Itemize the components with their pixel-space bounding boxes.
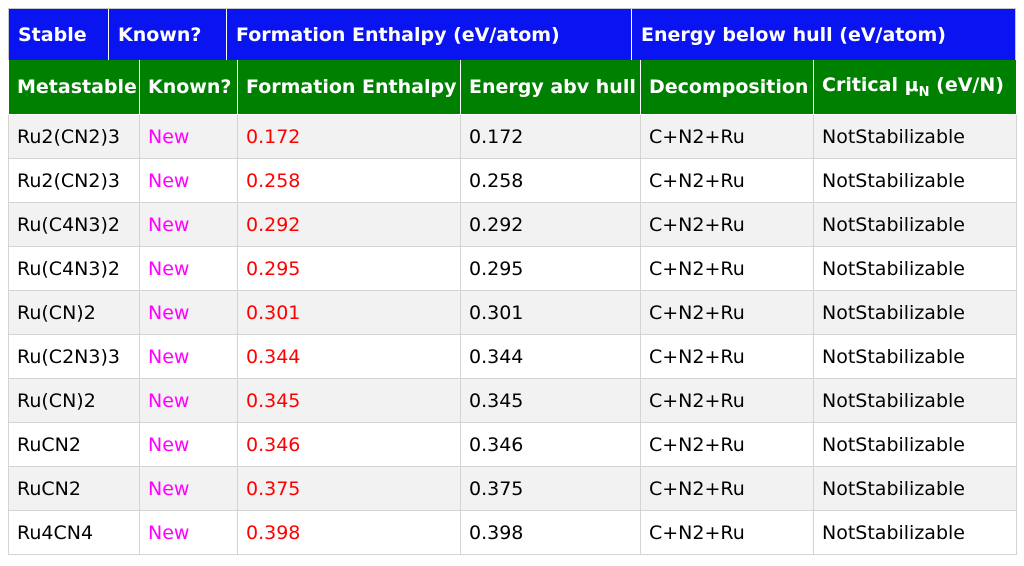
formula-cell: RuCN2 (8, 422, 140, 467)
formula-cell: Ru2(CN2)3 (8, 158, 140, 203)
table-row: Ru(C4N3)2 New 0.292 0.292 C+N2+Ru NotStabiliz… (8, 202, 1017, 247)
stable-header-known: Known? (109, 9, 227, 60)
formula-cell: Ru(C4N3)2 (8, 246, 140, 291)
stable-header-stable: Stable (9, 9, 109, 60)
known-cell: New (139, 158, 238, 203)
header-critical-mu-suffix: (eV/N) (929, 74, 1004, 96)
table-row: Ru(C2N3)3 New 0.344 0.344 C+N2+Ru NotStabiliz… (8, 334, 1017, 379)
known-cell: New (139, 510, 238, 555)
formation-enthalpy-cell: 0.258 (237, 158, 461, 203)
decomposition-cell: C+N2+Ru (640, 158, 814, 203)
known-cell: New (139, 246, 238, 291)
stable-header-bar: Stable Known? Formation Enthalpy (eV/ato… (8, 8, 1016, 60)
stable-header-energy-below-hull: Energy below hull (eV/atom) (641, 24, 946, 46)
critical-mu-cell: NotStabilizable (813, 246, 1017, 291)
critical-mu-cell: NotStabilizable (813, 510, 1017, 555)
formation-enthalpy-cell: 0.398 (237, 510, 461, 555)
stable-header-formation-enthalpy: Formation Enthalpy (eV/atom) (227, 9, 632, 60)
formula-cell: Ru2(CN2)3 (8, 114, 140, 159)
header-critical-mu-prefix: Critical μ (822, 74, 919, 96)
table-row: Ru(CN)2 New 0.345 0.345 C+N2+Ru NotStabilizab… (8, 378, 1017, 423)
table-row: RuCN2 New 0.375 0.375 C+N2+Ru NotStabilizable (8, 466, 1017, 511)
header-critical-mu: Critical μN (eV/N) (813, 60, 1017, 115)
energy-above-hull-cell: 0.301 (460, 290, 641, 335)
known-cell: New (139, 378, 238, 423)
energy-above-hull-cell: 0.375 (460, 466, 641, 511)
formula-cell: Ru(CN)2 (8, 378, 140, 423)
decomposition-cell: C+N2+Ru (640, 510, 814, 555)
known-cell: New (139, 422, 238, 467)
known-cell: New (139, 334, 238, 379)
critical-mu-cell: NotStabilizable (813, 378, 1017, 423)
table-row: RuCN2 New 0.346 0.346 C+N2+Ru NotStabilizable (8, 422, 1017, 467)
decomposition-cell: C+N2+Ru (640, 334, 814, 379)
materials-table-container: Stable Known? Formation Enthalpy (eV/ato… (8, 8, 1017, 555)
metastable-header-row: Metastable Known? Formation Enthalpy Ene… (8, 60, 1017, 115)
energy-above-hull-cell: 0.258 (460, 158, 641, 203)
decomposition-cell: C+N2+Ru (640, 246, 814, 291)
known-cell: New (139, 202, 238, 247)
decomposition-cell: C+N2+Ru (640, 422, 814, 467)
table-row: Ru(CN)2 New 0.301 0.301 C+N2+Ru NotStabilizab… (8, 290, 1017, 335)
formation-enthalpy-cell: 0.345 (237, 378, 461, 423)
table-row: Ru2(CN2)3 New 0.258 0.258 C+N2+Ru NotStabiliz… (8, 158, 1017, 203)
formation-enthalpy-cell: 0.301 (237, 290, 461, 335)
critical-mu-cell: NotStabilizable (813, 202, 1017, 247)
header-formation-enthalpy: Formation Enthalpy (237, 60, 461, 115)
formation-enthalpy-cell: 0.292 (237, 202, 461, 247)
critical-mu-cell: NotStabilizable (813, 114, 1017, 159)
header-energy-above-hull: Energy abv hull (460, 60, 641, 115)
critical-mu-cell: NotStabilizable (813, 334, 1017, 379)
formula-cell: Ru4CN4 (8, 510, 140, 555)
energy-above-hull-cell: 0.345 (460, 378, 641, 423)
critical-mu-cell: NotStabilizable (813, 158, 1017, 203)
decomposition-cell: C+N2+Ru (640, 290, 814, 335)
header-critical-mu-subscript: N (918, 85, 930, 100)
formation-enthalpy-cell: 0.375 (237, 466, 461, 511)
formation-enthalpy-cell: 0.295 (237, 246, 461, 291)
table-row: Ru(C4N3)2 New 0.295 0.295 C+N2+Ru NotStabiliz… (8, 246, 1017, 291)
critical-mu-cell: NotStabilizable (813, 290, 1017, 335)
energy-above-hull-cell: 0.346 (460, 422, 641, 467)
table-row: Ru4CN4 New 0.398 0.398 C+N2+Ru NotStabilizabl… (8, 510, 1017, 555)
formula-cell: Ru(C2N3)3 (8, 334, 140, 379)
decomposition-cell: C+N2+Ru (640, 378, 814, 423)
energy-above-hull-cell: 0.398 (460, 510, 641, 555)
energy-above-hull-cell: 0.172 (460, 114, 641, 159)
energy-above-hull-cell: 0.344 (460, 334, 641, 379)
formula-cell: RuCN2 (8, 466, 140, 511)
critical-mu-cell: NotStabilizable (813, 422, 1017, 467)
energy-above-hull-cell: 0.292 (460, 202, 641, 247)
energy-above-hull-cell: 0.295 (460, 246, 641, 291)
formula-cell: Ru(CN)2 (8, 290, 140, 335)
decomposition-cell: C+N2+Ru (640, 466, 814, 511)
formation-enthalpy-cell: 0.172 (237, 114, 461, 159)
formula-cell: Ru(C4N3)2 (8, 202, 140, 247)
known-cell: New (139, 114, 238, 159)
header-known: Known? (139, 60, 238, 115)
known-cell: New (139, 290, 238, 335)
header-metastable: Metastable (8, 60, 140, 115)
formation-enthalpy-cell: 0.344 (237, 334, 461, 379)
known-cell: New (139, 466, 238, 511)
decomposition-cell: C+N2+Ru (640, 202, 814, 247)
formation-enthalpy-cell: 0.346 (237, 422, 461, 467)
critical-mu-cell: NotStabilizable (813, 466, 1017, 511)
metastable-table-body: Ru2(CN2)3 New 0.172 0.172 C+N2+Ru NotStabiliz… (8, 114, 1017, 555)
header-decomposition: Decomposition (640, 60, 814, 115)
decomposition-cell: C+N2+Ru (640, 114, 814, 159)
table-row: Ru2(CN2)3 New 0.172 0.172 C+N2+Ru NotStabiliz… (8, 114, 1017, 159)
metastable-table: Metastable Known? Formation Enthalpy Ene… (8, 60, 1017, 555)
